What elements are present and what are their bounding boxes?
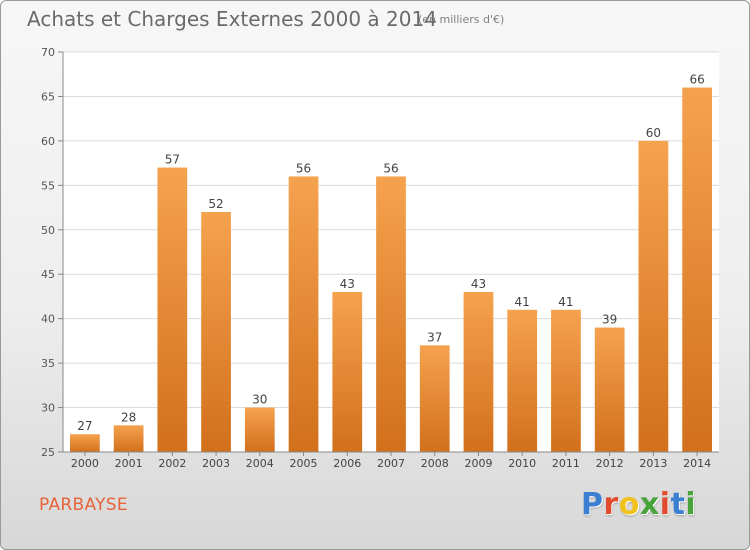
bar[interactable]	[507, 309, 538, 452]
data-label: 56	[296, 161, 311, 175]
bar[interactable]	[157, 167, 188, 453]
bar[interactable]	[288, 176, 319, 452]
proxiti-logo[interactable]: Proxiti	[581, 487, 696, 522]
x-tick-label: 2007	[377, 457, 405, 470]
x-tick-label: 2006	[333, 457, 361, 470]
chart-title: Achats et Charges Externes 2000 à 2014	[27, 7, 437, 31]
y-tick-label: 40	[41, 313, 55, 326]
bar[interactable]	[332, 292, 363, 452]
data-label: 30	[252, 393, 267, 407]
y-tick-label: 25	[41, 446, 55, 459]
y-tick-label: 45	[41, 268, 55, 281]
y-tick-label: 60	[41, 135, 55, 148]
y-tick-label: 30	[41, 402, 55, 415]
bar[interactable]	[113, 425, 144, 452]
x-tick-label: 2003	[202, 457, 230, 470]
bar[interactable]	[69, 434, 100, 452]
bar[interactable]	[201, 212, 231, 452]
x-tick-label: 2011	[552, 457, 580, 470]
bar[interactable]	[376, 176, 406, 452]
bar[interactable]	[594, 327, 625, 452]
axes: 25 30 35 40 45 50 55 60 65 70 2000 2001 2002 2003 2004…	[41, 46, 719, 470]
data-label: 43	[471, 277, 486, 291]
data-label: 39	[602, 313, 617, 327]
chart-subtitle: (en milliers d'€)	[418, 13, 505, 26]
x-tick-label: 2013	[639, 457, 667, 470]
x-tick-label: 2001	[115, 457, 143, 470]
data-labels: 27 28 57 52 30 56 43 56 37 43 41 41 39 60 66	[77, 73, 705, 434]
data-label: 37	[427, 330, 442, 344]
data-label: 56	[383, 161, 398, 175]
bar[interactable]	[638, 140, 669, 452]
bars	[69, 87, 713, 453]
x-tick-label: 2012	[596, 457, 624, 470]
data-label: 60	[646, 126, 661, 140]
logo-letter: i	[685, 487, 697, 522]
logo-letter: t	[670, 487, 686, 522]
x-tick-label: 2008	[421, 457, 449, 470]
data-label: 41	[515, 295, 530, 309]
logo-letter: r	[603, 487, 619, 522]
commune-name: PARBAYSE	[39, 495, 128, 515]
x-tick-label: 2005	[290, 457, 318, 470]
data-label: 52	[208, 197, 223, 211]
y-tick-label: 50	[41, 224, 55, 237]
logo-letter: x	[639, 487, 660, 522]
logo-letter: P	[581, 487, 604, 522]
bar[interactable]	[551, 309, 581, 452]
logo-letter: o	[618, 487, 640, 522]
x-tick-label: 2004	[246, 457, 274, 470]
x-tick-label: 2009	[464, 457, 492, 470]
y-tick-label: 65	[41, 90, 55, 103]
bar[interactable]	[463, 292, 494, 452]
x-tick-label: 2002	[158, 457, 186, 470]
data-label: 41	[558, 295, 573, 309]
bar[interactable]	[682, 87, 713, 453]
x-tick-label: 2010	[508, 457, 536, 470]
data-label: 28	[121, 410, 136, 424]
bar[interactable]	[419, 345, 450, 452]
data-label: 57	[165, 153, 180, 167]
y-tick-label: 55	[41, 179, 55, 192]
y-tick-label: 70	[41, 46, 55, 59]
x-tick-label: 2000	[71, 457, 99, 470]
bar[interactable]	[244, 407, 275, 452]
y-tick-label: 35	[41, 357, 55, 370]
data-label: 43	[340, 277, 355, 291]
x-tick-label: 2014	[683, 457, 711, 470]
data-label: 27	[77, 419, 92, 433]
logo-letter: i	[659, 487, 671, 522]
data-label: 66	[689, 73, 704, 87]
